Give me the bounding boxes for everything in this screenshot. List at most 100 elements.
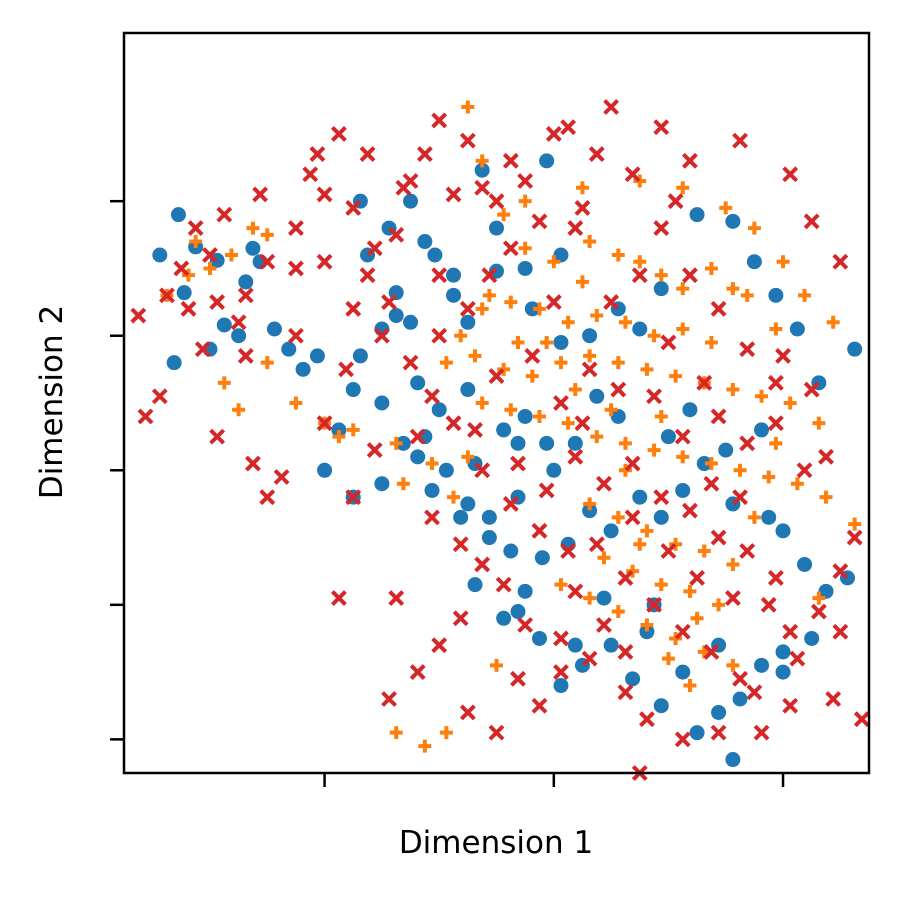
series-1-point-108	[654, 409, 668, 423]
series-0-point-116	[725, 752, 741, 768]
series-2-point-81	[259, 489, 276, 506]
series-2-point-135	[510, 670, 526, 687]
series-1-point-110	[575, 275, 589, 289]
series-0-point-32	[460, 496, 476, 512]
series-2-point-33	[553, 630, 569, 647]
series-0-point-107	[410, 375, 426, 391]
series-1-point-69	[683, 679, 697, 693]
series-0-point-104	[295, 361, 311, 377]
series-1-point-105	[425, 457, 439, 471]
series-2-point-130	[510, 455, 526, 472]
series-0-point-35	[539, 435, 555, 451]
series-1-point-113	[747, 510, 761, 524]
series-0-point-105	[345, 382, 361, 398]
series-1-point-18	[590, 309, 604, 323]
series-1-point-86	[475, 302, 489, 316]
series-0-point-90	[489, 220, 504, 236]
series-0-point-83	[589, 388, 605, 404]
series-0-point-38	[534, 550, 550, 566]
series-2-point-95	[273, 469, 290, 485]
series-2-point-89	[237, 347, 254, 364]
series-2-point-141	[631, 267, 648, 284]
series-1-point-53	[669, 537, 683, 551]
series-1-point-102	[604, 403, 618, 417]
series-1-point-93	[776, 255, 790, 269]
series-0-point-1	[152, 247, 168, 263]
series-2-point-84	[488, 368, 505, 385]
series-1-point-77	[224, 248, 238, 262]
series-1-point-112	[260, 228, 274, 242]
series-2-point-121	[467, 421, 483, 438]
series-0-point-119	[510, 435, 526, 451]
series-1-point-79	[289, 396, 303, 410]
series-1-point-47	[790, 477, 804, 491]
series-0-point-31	[438, 462, 454, 478]
series-0-point-96	[596, 590, 612, 606]
series-2-point-90	[194, 341, 211, 358]
series-0-point-76	[689, 207, 705, 223]
series-2-point-50	[653, 220, 670, 237]
series-0-point-43	[653, 509, 669, 525]
series-2-point-73	[646, 596, 663, 613]
series-2-point-25	[445, 415, 462, 432]
axis-ticks	[110, 199, 785, 787]
series-2-point-45	[796, 462, 813, 479]
series-1-point-42	[647, 443, 661, 457]
series-0-point-114	[424, 482, 440, 498]
series-1-point-5	[583, 235, 597, 249]
series-1-point-1	[475, 154, 489, 168]
series-2-point-83	[388, 590, 405, 607]
series-2-point-125	[660, 543, 677, 559]
series-0-point-102	[238, 274, 254, 290]
series-2-point-53	[560, 119, 577, 136]
series-2-point-20	[316, 253, 333, 270]
series-0-point-72	[582, 328, 598, 344]
series-0-point-18	[446, 287, 462, 303]
series-2-point-27	[502, 495, 519, 512]
series-0-point-67	[453, 509, 469, 525]
series-2-point-2	[173, 260, 190, 277]
series-2-point-86	[431, 267, 448, 284]
series-1-point-70	[389, 726, 403, 740]
series-1-point-61	[554, 578, 568, 592]
series-1-point-30	[669, 369, 683, 383]
series-2-point-78	[431, 637, 448, 654]
series-2-point-59	[732, 132, 748, 149]
series-2-point-161	[409, 428, 426, 445]
series-1-point-55	[726, 557, 740, 571]
series-2-point-63	[567, 448, 584, 465]
series-1-point-63	[611, 605, 625, 619]
series-1-point-17	[561, 315, 575, 329]
series-2-point-54	[502, 152, 519, 169]
series-1-point-25	[525, 369, 539, 383]
series-2-point-48	[710, 300, 727, 317]
series-1-point-66	[697, 645, 711, 659]
series-2-point-91	[151, 388, 168, 405]
series-1-point-37	[504, 403, 518, 417]
series-1-point-39	[561, 416, 575, 430]
series-2-point-58	[681, 152, 698, 169]
series-0-point-19	[460, 314, 476, 330]
series-1-point-14	[482, 288, 496, 302]
series-2-point-153	[452, 536, 469, 553]
series-2-point-118	[252, 186, 269, 203]
series-2-point-76	[732, 670, 748, 687]
series-0-point-110	[374, 476, 390, 492]
series-0-point-109	[460, 382, 476, 398]
series-1-point-32	[726, 383, 740, 397]
series-0-point-87	[660, 429, 676, 445]
series-1-point-94	[798, 288, 812, 302]
series-1-point-49	[848, 517, 862, 531]
series-0-point-117	[775, 664, 791, 680]
series-0-point-12	[352, 348, 368, 364]
series-1-point-50	[583, 497, 597, 511]
series-1-point-28	[611, 356, 625, 370]
series-1-point-46	[762, 470, 776, 484]
series-2-point-92	[137, 408, 154, 425]
series-2-point-17	[488, 193, 505, 210]
series-0-point-100	[166, 355, 182, 371]
series-2-point-74	[674, 623, 691, 640]
series-0-point-50	[818, 583, 834, 599]
series-2-point-101	[703, 475, 720, 492]
series-2-point-127	[732, 489, 748, 506]
